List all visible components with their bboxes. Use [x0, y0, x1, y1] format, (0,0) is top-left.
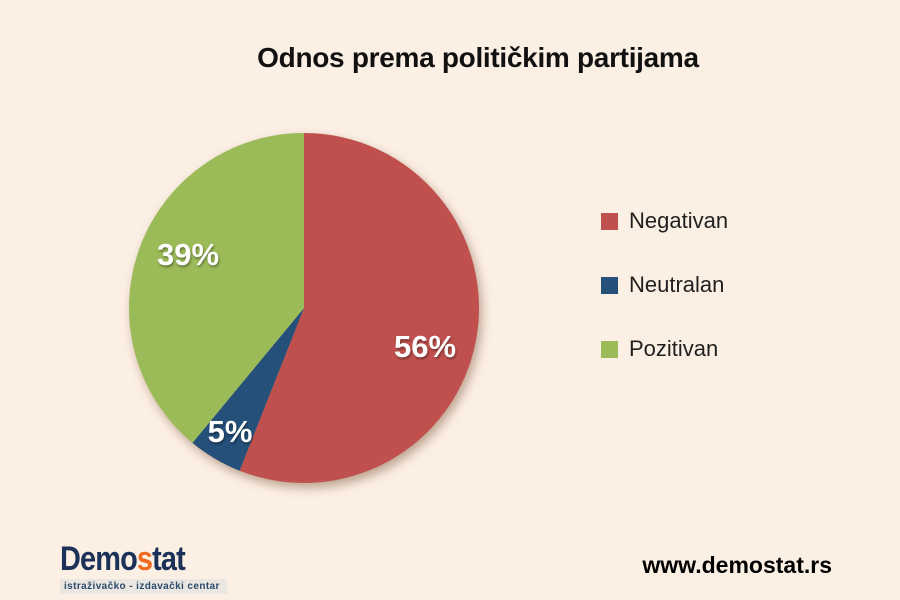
legend-item-pozitivan: Pozitivan: [601, 334, 728, 364]
legend-label: Neutralan: [629, 272, 725, 297]
logo-text-suffix: tat: [152, 540, 186, 578]
logo-subtitle: istraživačko - izdavački centar: [60, 579, 227, 594]
chart-title: Odnos prema političkim partijama: [257, 42, 699, 73]
legend: Negativan Neutralan Pozitivan: [601, 206, 728, 398]
pie-svg: [129, 133, 479, 483]
website-url: www.demostat.rs: [642, 552, 832, 578]
demostat-logo: Demostat istraživačko - izdavački centar: [60, 542, 227, 594]
pie-slice-pozitivan: [129, 133, 304, 443]
legend-label: Negativan: [629, 208, 729, 233]
legend-swatch: [601, 212, 618, 230]
legend-item-negativan: Negativan: [601, 206, 728, 236]
pie-slice-neutralan: [192, 308, 304, 471]
logo-text-prefix: Demo: [60, 540, 138, 578]
pie-slice-negativan: [239, 133, 479, 483]
legend-item-neutralan: Neutralan: [601, 270, 728, 300]
logo-wordmark: Demostat: [60, 542, 202, 576]
pie-chart: [129, 133, 479, 483]
legend-label: Pozitivan: [629, 336, 719, 361]
logo-text-accent: s: [136, 540, 153, 578]
legend-swatch: [601, 340, 618, 358]
legend-swatch: [601, 276, 618, 294]
